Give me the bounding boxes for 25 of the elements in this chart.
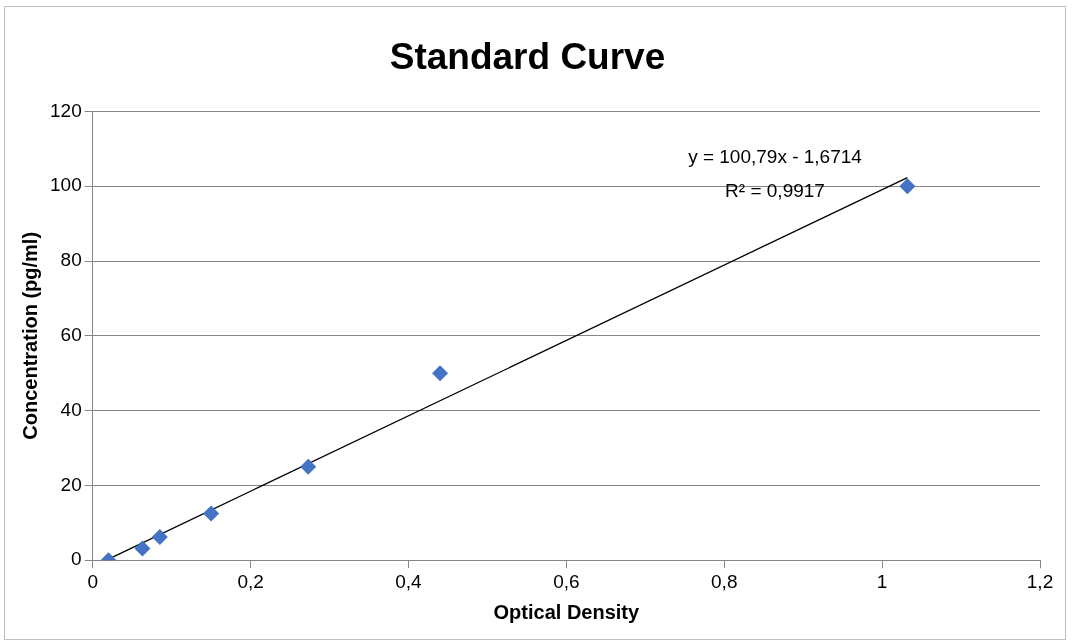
- y-axis-title: Concentration (pg/ml): [18, 231, 41, 440]
- x-tick-label: 1: [876, 570, 888, 592]
- annotation: y = 100,79x - 1,6714: [688, 146, 863, 168]
- x-axis-title: Optical Density: [493, 600, 641, 623]
- y-tick-label: 40: [60, 398, 82, 420]
- y-tick-label: 100: [50, 174, 82, 196]
- point: [134, 540, 151, 557]
- annotation: R² = 0,9917: [725, 180, 825, 202]
- x-tick-label: 0,6: [553, 570, 580, 592]
- y-tick-label: 120: [50, 99, 82, 121]
- x-tick-label: 0,8: [711, 570, 738, 592]
- chart-title: Standard Curve: [389, 36, 666, 78]
- x-tick-label: 0,4: [395, 570, 423, 592]
- y-tick-label: 80: [60, 249, 82, 271]
- point: [432, 365, 449, 382]
- y-tick-label: 60: [60, 324, 82, 346]
- point: [300, 458, 317, 475]
- x-tick-label: 1,2: [1026, 570, 1054, 592]
- point: [151, 529, 168, 546]
- y-tick-label: 20: [60, 473, 82, 495]
- point: [899, 178, 916, 195]
- point: [203, 505, 220, 522]
- x-tick-label: 0,2: [237, 570, 264, 592]
- y-tick-label: 0: [71, 548, 82, 570]
- x-tick-label: 0: [87, 570, 98, 592]
